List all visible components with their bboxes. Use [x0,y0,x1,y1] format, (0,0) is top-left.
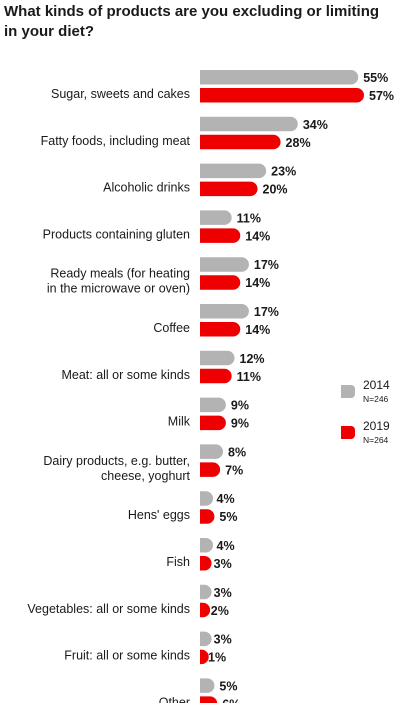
bar-2014 [200,678,215,693]
legend-sample-size: N=264 [363,435,389,445]
bar-2019 [200,462,221,477]
legend: 2014 N=246 2019 N=264 [341,378,390,445]
category-label: in the microwave or oven) [47,282,190,296]
bar-2019 [200,649,209,665]
category-group: Hens' eggs 4% 5% [128,491,237,524]
bar-2019 [200,509,215,524]
category-label: Coffee [153,321,190,335]
bar-2019 [200,322,241,337]
bar-2014 [200,444,224,459]
value-label: 11% [237,211,261,225]
category-group: Fatty foods, including meat 34% 28% [41,116,328,150]
value-label: 9% [231,399,249,413]
value-label: 20% [263,183,288,197]
chart-title: What kinds of products are you excluding… [4,3,380,40]
value-label: 4% [217,539,235,553]
category-label: Hens' eggs [128,508,190,522]
bar-2014 [200,210,232,225]
category-group: Sugar, sweets and cakes 55% 57% [51,70,394,103]
category-group: Fish 4% 3% [166,538,235,571]
category-label: Sugar, sweets and cakes [51,87,190,101]
value-label: 34% [303,118,328,132]
value-label: 11% [237,370,261,384]
value-label: 5% [219,679,237,693]
bar-2014 [200,397,226,413]
bar-2014 [200,350,235,366]
bar-2014 [200,491,214,506]
value-label: 9% [231,417,249,431]
bar-2014 [200,304,249,319]
value-label: 14% [245,229,270,243]
category-label: Fruit: all or some kinds [64,649,190,663]
category-label: Ready meals (for heating [50,267,190,281]
value-label: 3% [214,557,232,571]
category-group: Coffee 17% 14% [153,304,279,337]
value-label: 8% [228,445,246,459]
bar-2019 [200,134,281,150]
bar-2014 [200,257,249,272]
legend-item-2014: 2014 N=246 [341,378,390,404]
bar-2019 [200,556,212,571]
bar-2019 [200,696,218,703]
bar-2014 [200,116,298,132]
bar-2014 [200,631,212,647]
legend-swatch [341,426,355,439]
category-group: Milk 9% 9% [168,397,249,431]
category-group: Meat: all or some kinds 12% 11% [61,350,265,384]
legend-item-2019: 2019 N=264 [341,419,390,445]
legend-sample-size: N=246 [363,394,389,404]
category-label: Fatty foods, including meat [41,134,191,148]
category-label: cheese, yoghurt [101,469,190,483]
bar-2019 [200,228,241,243]
category-label: Dairy products, e.g. butter, [43,454,190,468]
value-label: 5% [219,510,237,524]
value-label: 3% [214,633,232,647]
category-group: Products containing gluten 11% 14% [43,210,270,243]
bar-2014 [200,538,214,553]
bar-2019 [200,275,241,290]
bar-2014 [200,163,267,179]
value-label: 23% [271,165,296,179]
legend-label: 2014 [363,378,390,392]
category-group: Other 5% 6% [159,678,240,703]
legend-label: 2019 [363,419,390,433]
value-label: 55% [363,71,388,85]
category-label: Milk [168,415,191,429]
category-group: Vegetables: all or some kinds 3% 2% [27,584,232,618]
category-label: Other [159,695,190,703]
category-group: Fruit: all or some kinds 3% 1% [64,631,232,665]
value-label: 57% [369,89,394,103]
value-label: 14% [245,276,270,290]
value-label: 7% [225,463,243,477]
category-label: Products containing gluten [43,227,190,241]
category-label: Alcoholic drinks [103,181,190,195]
bar-2019 [200,181,258,197]
value-label: 12% [240,352,265,366]
value-label: 1% [208,651,226,665]
value-label: 6% [222,697,240,703]
bar-2019 [200,88,364,103]
bar-2019 [200,368,232,384]
category-label: Meat: all or some kinds [61,368,190,382]
value-label: 17% [254,305,279,319]
category-group: Dairy products, e.g. butter,cheese, yogh… [43,444,246,483]
legend-swatch [341,385,355,398]
bar-2019 [200,415,226,431]
category-label: Fish [166,555,190,569]
value-label: 3% [214,586,232,600]
bars-layer: Sugar, sweets and cakes 55% 57% Fatty foods… [27,70,394,703]
value-label: 17% [254,258,279,272]
value-label: 2% [211,604,229,618]
category-group: Alcoholic drinks 23% 20% [103,163,296,197]
value-label: 14% [245,323,270,337]
bar-2014 [200,70,359,85]
bar-2014 [200,584,212,600]
value-label: 4% [217,492,235,506]
bar-2019 [200,602,211,618]
value-label: 28% [286,136,311,150]
category-label: Vegetables: all or some kinds [27,602,190,616]
